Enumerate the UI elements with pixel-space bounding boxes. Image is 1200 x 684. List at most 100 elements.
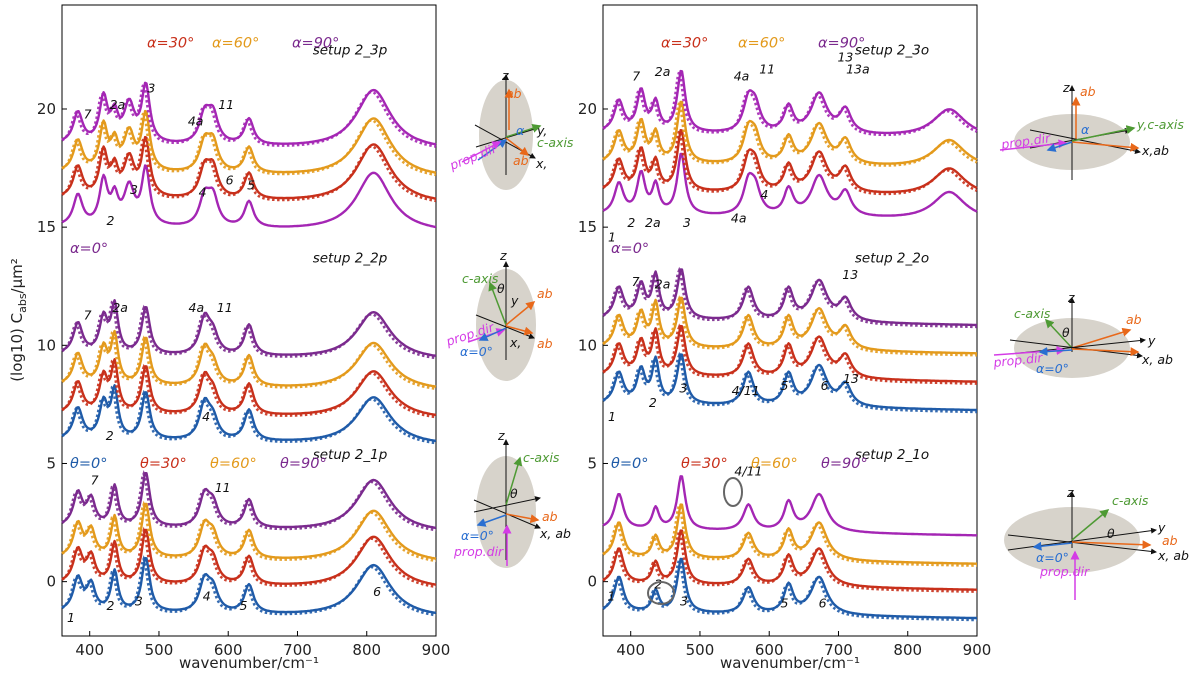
peak-label: 1 xyxy=(67,610,75,625)
group-label: α=0° xyxy=(611,241,649,257)
left-plot-frame xyxy=(61,4,437,637)
spectrum-line xyxy=(602,353,977,412)
alpha-label: α=60° xyxy=(738,36,785,52)
peak-label: 13 xyxy=(837,50,853,65)
y-tick-label: 15 xyxy=(578,218,597,236)
peak-label: 4 xyxy=(202,409,210,424)
peak-label: 5 xyxy=(247,177,255,192)
x-ab-label: x, ab xyxy=(539,526,571,541)
c-axis-arrow xyxy=(1071,125,1136,142)
peak-label: 2a xyxy=(110,97,126,112)
y-axis-label: (log10) Cabs/μm² xyxy=(8,258,29,382)
peak-label: 13 xyxy=(843,371,859,386)
spectrum-line xyxy=(602,324,978,383)
spectrum-dotted-line xyxy=(602,266,978,329)
spectrum-line xyxy=(61,329,437,388)
spectrum-dotted-line xyxy=(602,67,978,137)
y-label: y xyxy=(1147,333,1156,348)
ab-y-label: ab xyxy=(542,509,558,524)
z-label: z xyxy=(497,428,505,443)
y-tick-label: 15 xyxy=(37,218,56,236)
peak-label: 2 xyxy=(106,428,114,443)
alpha-label: α=0° xyxy=(1036,550,1069,565)
c-axis-label: c-axis xyxy=(523,450,560,465)
x-axis-arrow xyxy=(1009,339,1143,359)
spectrum-line xyxy=(61,384,437,443)
peak-label: 13 xyxy=(842,267,858,282)
peak-label: 7 xyxy=(84,106,92,121)
peak-label: 2a xyxy=(655,277,671,292)
peak-label: 5 xyxy=(780,378,788,393)
x-tick-label: 500 xyxy=(686,641,715,659)
ab-x-label: ab xyxy=(513,153,529,168)
peak-label: 4a xyxy=(734,69,750,84)
prop-dir-label: prop.dir xyxy=(999,130,1052,152)
y-axis-arrow xyxy=(475,126,539,148)
peak-label: 6 xyxy=(226,173,234,188)
ab-y-label: ab xyxy=(537,286,553,301)
x-tick-label: 600 xyxy=(755,641,784,659)
c-axis-label: c-axis xyxy=(462,271,499,286)
alpha-label: α xyxy=(1081,122,1090,137)
spectrum-dotted-line xyxy=(602,323,977,385)
x-label: x, xyxy=(509,335,521,350)
alpha-label: α=30° xyxy=(147,36,194,52)
group-label: θ=90° xyxy=(280,456,327,472)
x-tick-label: 900 xyxy=(422,641,451,659)
peak-label: 4 xyxy=(203,589,211,604)
diagram-setup-2-2p: z c-axis θ y ab ab x, prop.dir α=0° xyxy=(443,248,553,381)
alpha-arrow xyxy=(477,139,508,161)
peak-label: 7 xyxy=(632,274,640,289)
group-label: α=0° xyxy=(70,241,108,257)
group-label: θ=60° xyxy=(210,456,257,472)
spectrum-line xyxy=(61,164,437,229)
peak-label: 7 xyxy=(632,69,640,84)
y-tick-label: 10 xyxy=(37,336,56,354)
y-tick-label: 0 xyxy=(46,573,56,591)
peak-label: 5 xyxy=(780,596,788,611)
peak-label: 3 xyxy=(680,593,688,608)
c-axis-label: c-axis xyxy=(537,135,574,150)
spectrum-line xyxy=(61,528,437,586)
peak-label: 3 xyxy=(147,80,155,95)
spectrum-dotted-line xyxy=(61,555,437,617)
peak-label: 2 xyxy=(107,598,115,613)
highlight-circle xyxy=(723,477,743,507)
peak-label: 3 xyxy=(130,182,138,197)
peak-label: 3 xyxy=(135,593,143,608)
spectrum-dotted-line xyxy=(602,351,977,414)
x-axis-label-right: wavenumber/cm⁻¹ xyxy=(720,654,860,672)
peak-label: 3 xyxy=(683,215,691,230)
ab-y-arrow xyxy=(505,301,536,326)
y-axis-label-sub: abs xyxy=(16,293,29,313)
peak-label: 4/11 xyxy=(734,463,762,478)
x-tick-label: 900 xyxy=(963,641,992,659)
peak-label: 4a xyxy=(731,210,747,225)
theta-label: θ xyxy=(497,281,505,296)
spectrum-dotted-line xyxy=(602,126,978,196)
group-label: θ=90° xyxy=(821,456,868,472)
x-ab-label: x,ab xyxy=(1141,143,1169,158)
setup-label: setup 2_2o xyxy=(855,251,929,267)
spectrum-line xyxy=(602,557,978,620)
alpha-label: α=0° xyxy=(460,344,493,359)
peak-label: 11 xyxy=(217,300,233,315)
y-tick-label: 10 xyxy=(578,336,597,354)
right-plot-frame xyxy=(602,4,978,637)
peak-label: 7 xyxy=(84,307,92,322)
z-label: z xyxy=(499,248,507,263)
z-label: z xyxy=(501,68,509,83)
theta-label: θ xyxy=(510,486,518,501)
spectrum-line xyxy=(61,472,437,530)
x-tick-label: 500 xyxy=(145,641,174,659)
ab-x-arrow xyxy=(1071,347,1140,357)
alpha-arrow xyxy=(478,327,507,341)
y-c-axis-label: y,c-axis xyxy=(1136,117,1184,132)
x-ab-label: x, ab xyxy=(1157,548,1189,563)
c-axis-arrow xyxy=(505,456,523,506)
spectrum-line xyxy=(61,557,437,615)
alpha-label: α=30° xyxy=(661,36,708,52)
spectrum-line xyxy=(602,503,977,565)
